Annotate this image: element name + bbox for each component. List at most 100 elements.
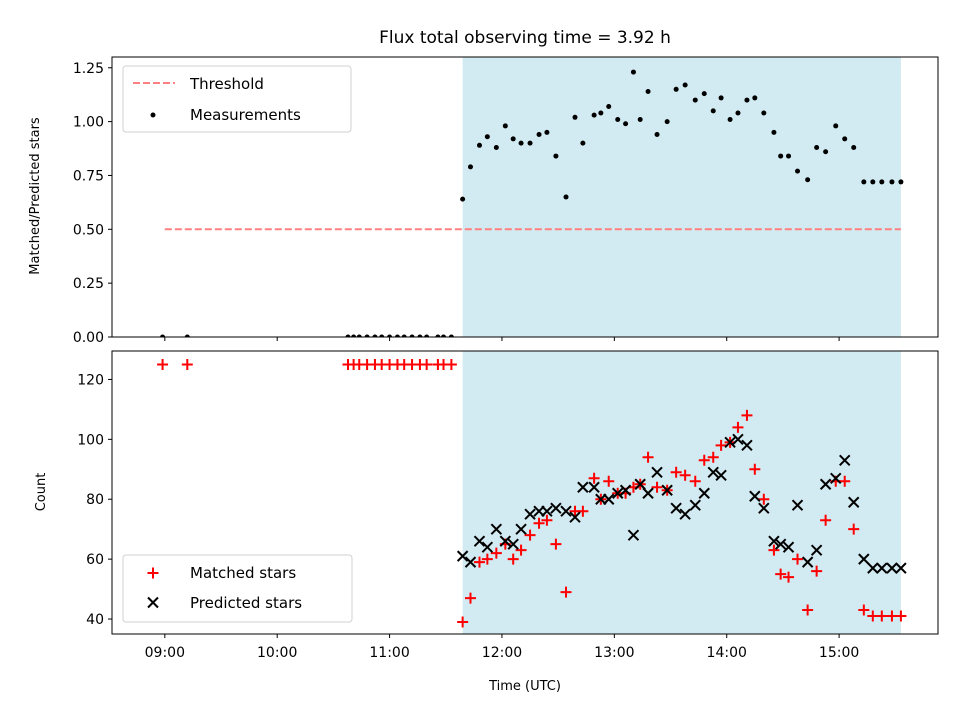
predicted-star-point (758, 502, 770, 514)
measurement-point (889, 179, 895, 185)
predicted-star-point (456, 550, 469, 562)
matched-star-point (603, 475, 615, 487)
predicted-star-point (848, 496, 860, 508)
bottom-y-axis-label: Count (34, 473, 49, 512)
predicted-star-point (886, 562, 898, 574)
matched-star-point (588, 472, 600, 484)
bottom-y-tick-label: 100 (77, 432, 104, 448)
measurement-point (870, 179, 876, 185)
top-y-axis-label: Matched/Predicted stars (28, 117, 43, 275)
measurement-point (484, 134, 490, 140)
measurement-point (664, 119, 670, 125)
measurement-point (417, 334, 423, 337)
threshold-legend-label: Threshold (189, 75, 264, 93)
measurement-point (692, 97, 698, 103)
matched-star-point (679, 469, 691, 481)
predicted-star-point (698, 487, 710, 499)
measurement-point (842, 136, 848, 142)
bottom-y-tick-label: 120 (77, 372, 104, 388)
measurement-point (544, 129, 550, 135)
matched-star-point (577, 505, 589, 517)
top-data-layer (160, 69, 904, 337)
measurement-point (345, 334, 351, 337)
measurement-point (761, 110, 767, 116)
measurement-point (572, 114, 578, 120)
predicted-star-point (651, 466, 663, 478)
top-legend: Threshold Measurements (122, 65, 352, 133)
predicted-star-point (473, 535, 486, 547)
matched-star-point (651, 481, 663, 493)
measurement-point (637, 116, 643, 122)
bottom-data-layer (157, 358, 907, 628)
measurement-point (394, 334, 400, 337)
top-y-tick-label: 0.75 (73, 168, 104, 184)
bottom-y-tick-label: 80 (86, 492, 104, 508)
matched-star-point (707, 451, 719, 463)
bottom-y-tick-label: 60 (86, 552, 104, 568)
measurement-point (372, 334, 378, 337)
measurements-legend-swatch (150, 112, 156, 118)
top-observing-span (462, 57, 901, 337)
predicted-star-point (689, 499, 701, 511)
measurement-point (771, 129, 777, 135)
top-y-tick-label: 0.50 (73, 222, 104, 238)
measurement-point (351, 334, 357, 337)
measurement-point (518, 140, 524, 146)
measurement-point (441, 334, 447, 337)
predicted-star-point (612, 487, 624, 499)
measurements-legend-label: Measurements (190, 106, 301, 124)
matched-star-point (758, 493, 770, 505)
matched-star-point (157, 358, 169, 370)
measurement-point (435, 334, 441, 337)
matched-star-point (783, 571, 795, 583)
matched-star-point (473, 556, 485, 568)
x-tick-label: 09:00 (145, 645, 185, 661)
matched-star-point (848, 523, 860, 535)
predicted-star-point (732, 433, 744, 446)
predicted-star-point (634, 478, 646, 490)
top-y-tick-label: 0.00 (73, 330, 104, 346)
predicted-star-point (499, 535, 512, 547)
matched-star-point (464, 592, 476, 604)
figure-title: Flux total observing time = 3.92 h (379, 28, 671, 48)
measurement-point (654, 132, 660, 138)
predicted-legend-swatch (147, 596, 159, 609)
predicted-star-point (774, 538, 787, 550)
measurement-point (563, 194, 569, 200)
predicted-star-point (679, 508, 691, 520)
measurement-point (718, 95, 724, 101)
measurement-point (424, 334, 430, 337)
matched-star-point (481, 553, 493, 565)
measurement-point (898, 179, 904, 185)
matched-star-point (749, 463, 761, 475)
predicted-star-point (670, 502, 682, 514)
matched-star-point (560, 586, 572, 598)
predicted-star-point (481, 541, 494, 553)
predicted-star-point (741, 439, 753, 452)
predicted-star-point (560, 505, 572, 517)
measurement-point (615, 116, 621, 122)
matched-star-point (732, 421, 744, 433)
predicted-star-point (524, 508, 536, 520)
measurement-point (805, 177, 811, 183)
matched-star-point (421, 358, 433, 370)
predicted-star-point (839, 454, 851, 467)
matched-star-point (768, 544, 780, 556)
measurement-point (160, 334, 166, 337)
measurement-point (786, 153, 792, 159)
bottom-y-tick-label: 40 (86, 612, 104, 628)
matched-star-point (181, 358, 193, 370)
matched-star-point (839, 475, 851, 487)
measurement-point (467, 164, 473, 170)
ratio-panel: 0.00 0.25 0.50 0.75 1.00 1.25 (73, 56, 939, 346)
top-y-tick-label: 1.25 (73, 61, 104, 77)
x-tick-label: 11:00 (369, 645, 409, 661)
measurement-point (833, 123, 839, 129)
matched-star-point (445, 358, 457, 370)
measurement-point (527, 140, 533, 146)
predicted-legend-label: Predicted stars (190, 594, 302, 612)
predicted-star-point (490, 523, 503, 535)
measurement-point (379, 334, 385, 337)
top-y-tick-label: 0.25 (73, 276, 104, 292)
